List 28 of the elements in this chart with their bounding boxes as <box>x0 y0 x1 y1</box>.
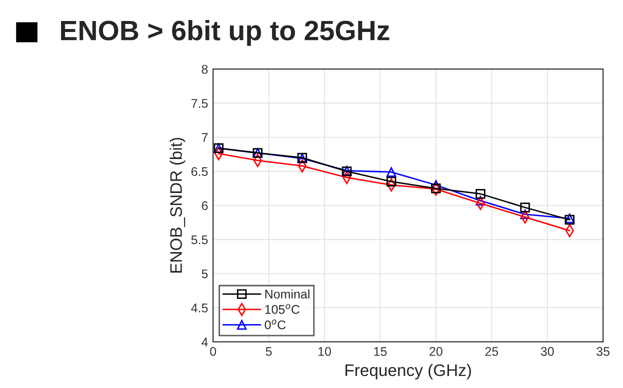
legend-label: Nominal <box>265 289 310 299</box>
x-tick-label: 15 <box>374 347 387 356</box>
x-tick-label: 0 <box>210 347 216 356</box>
y-tick-label: 7 <box>202 133 208 142</box>
y-tick-label: 4.5 <box>191 304 208 312</box>
x-tick-label: 25 <box>485 347 498 356</box>
y-tick-label: 5.5 <box>191 235 208 244</box>
x-tick-label: 30 <box>540 347 554 356</box>
y-tick-label: 8 <box>202 64 208 74</box>
point <box>386 167 396 177</box>
x-tick-label: 20 <box>430 347 442 356</box>
x-tick-label: 5 <box>266 347 272 356</box>
x-tick-label: 10 <box>318 347 331 356</box>
y-tick-label: 5 <box>202 270 208 278</box>
x-tick-label: 35 <box>596 347 610 356</box>
point <box>431 184 441 194</box>
legend-label: 105$^{o}$C <box>265 304 300 314</box>
point <box>520 202 530 212</box>
point <box>386 176 396 186</box>
chart-title: ENOB > 6bit up to 25GHz <box>61 20 390 46</box>
y-tick-label: 7.5 <box>191 99 208 108</box>
point <box>476 188 486 199</box>
y-tick-label: 6.5 <box>191 167 208 176</box>
y-tick-label: 6 <box>202 201 208 210</box>
legend-label: 0$^{o}$C <box>264 319 286 330</box>
x-axis-title: Frequency (GHz) <box>346 364 471 380</box>
y-axis-title: ENOB_SNDR (bit) <box>170 138 186 273</box>
y-tick-label: 4 <box>202 338 208 346</box>
